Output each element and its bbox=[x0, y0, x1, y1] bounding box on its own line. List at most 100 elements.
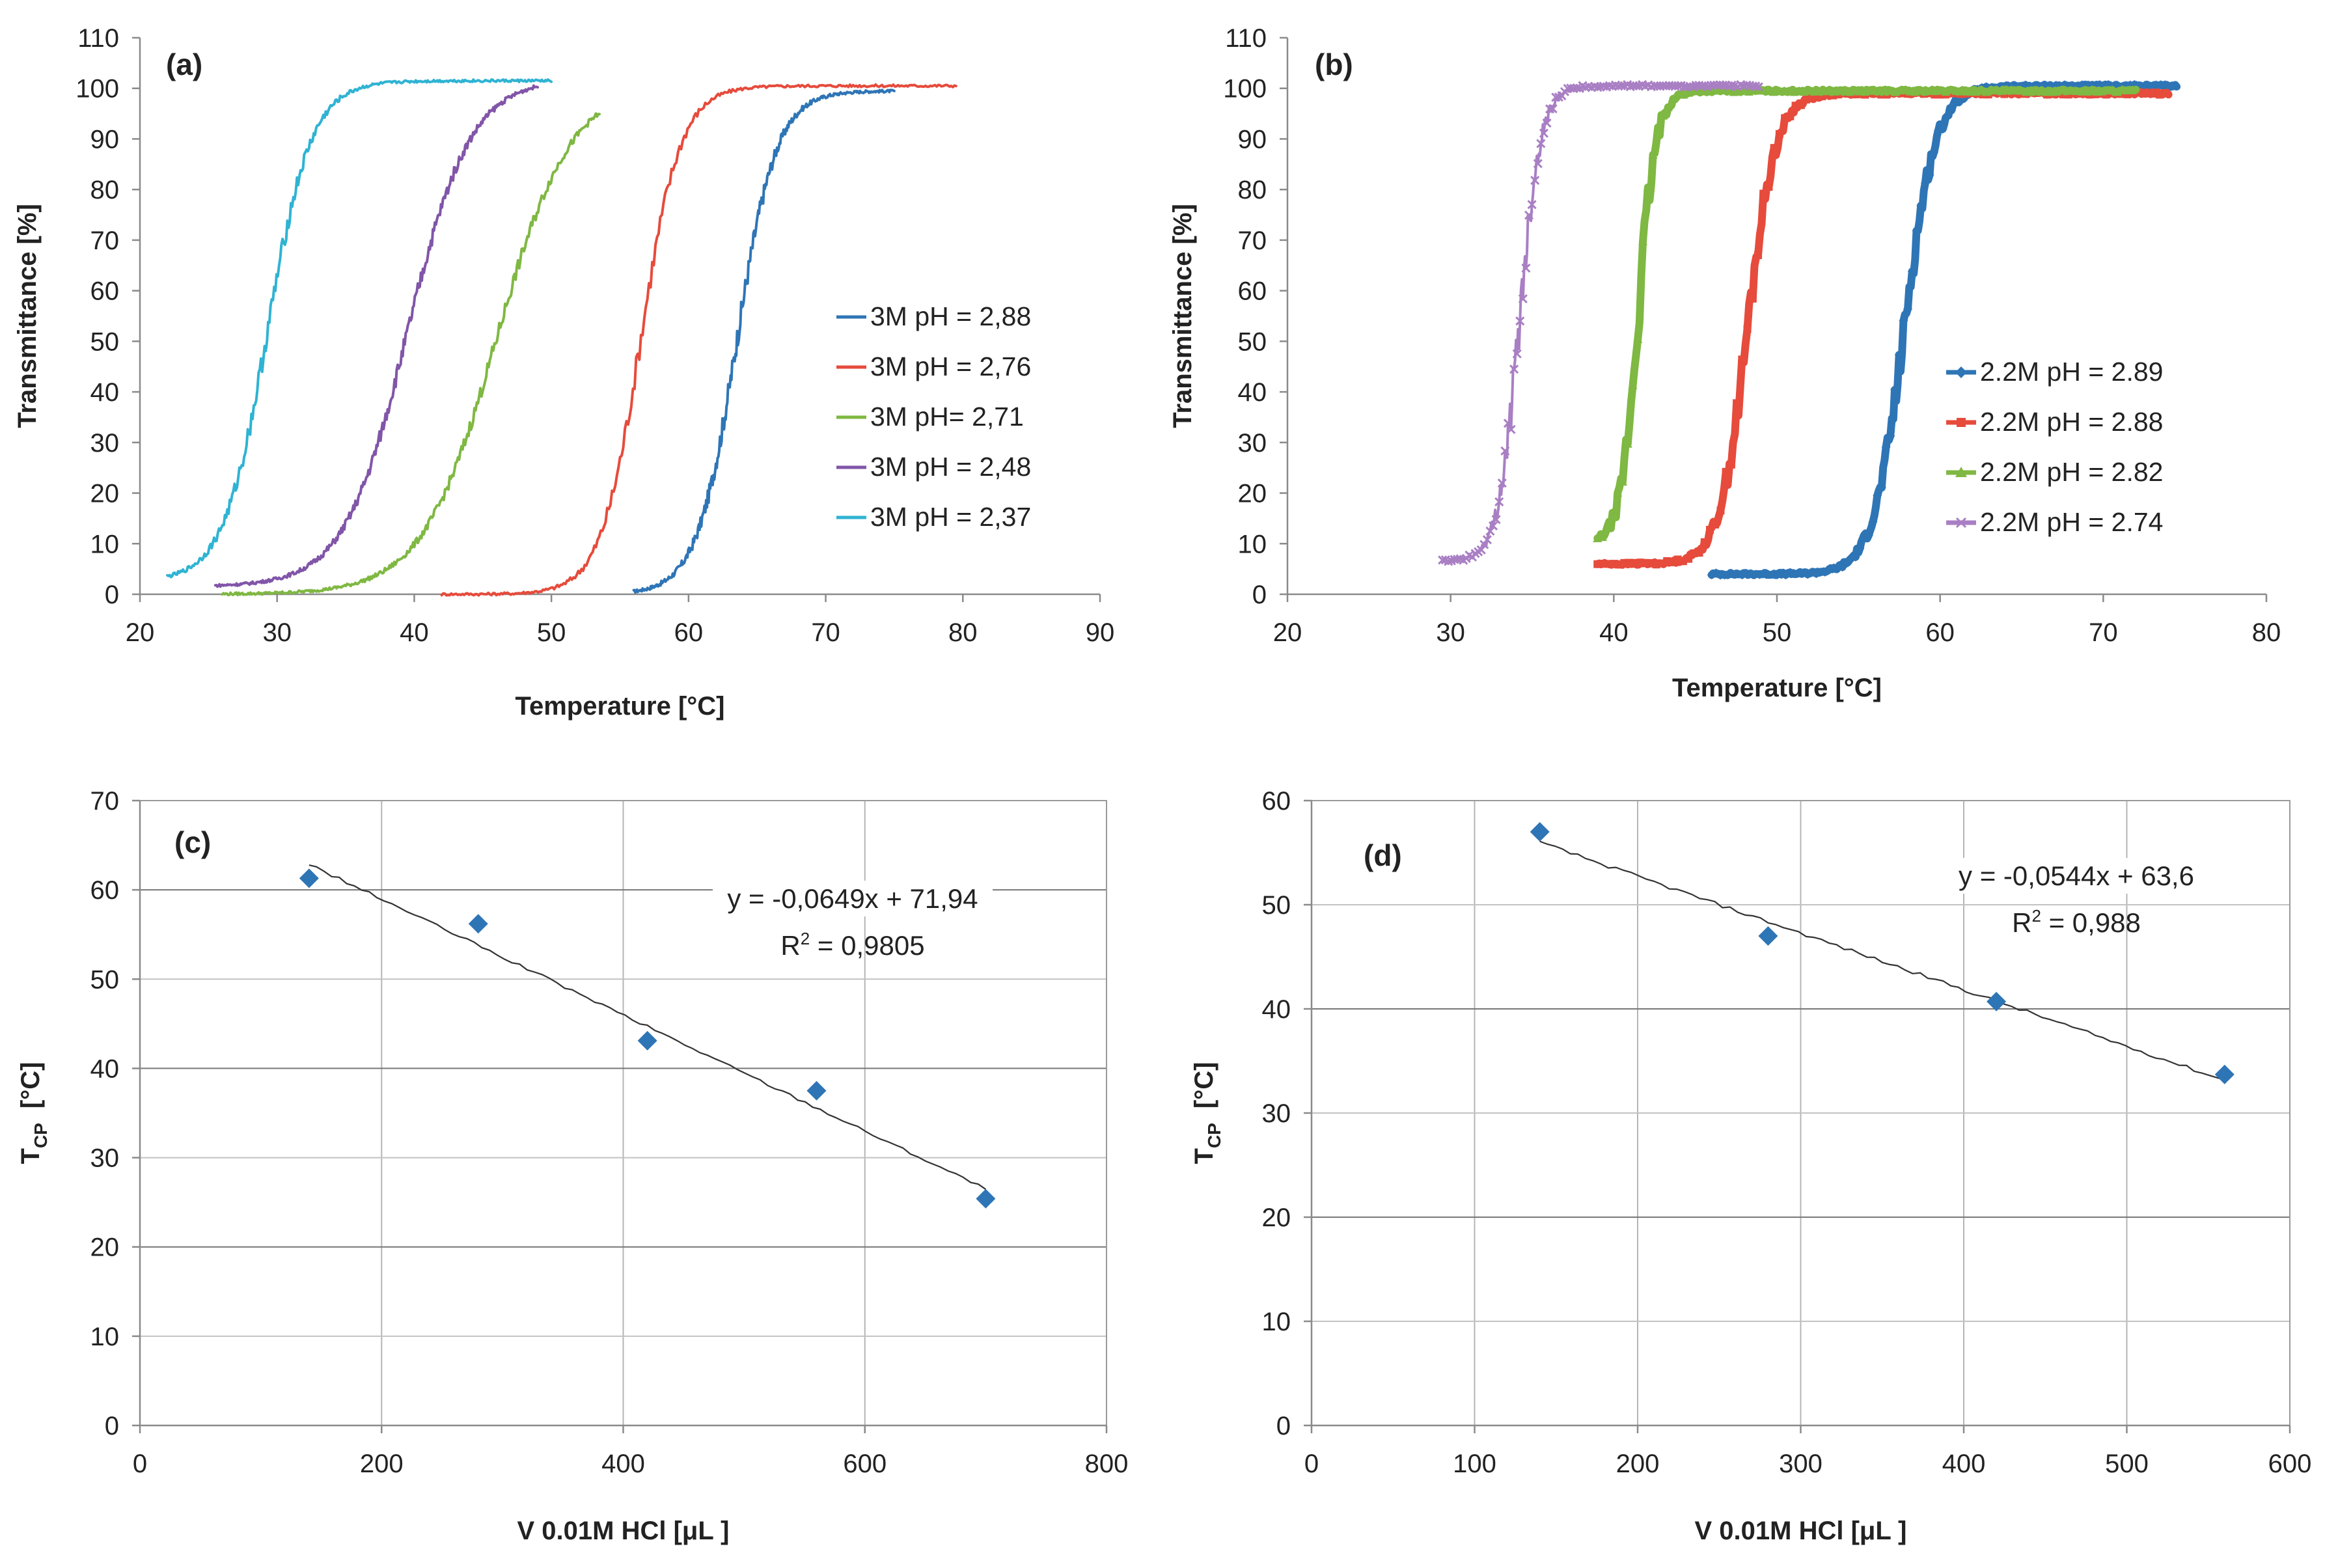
series-line-4 bbox=[166, 78, 553, 579]
series-marker-0 bbox=[1925, 170, 1934, 180]
y-tick-label: 90 bbox=[1238, 125, 1267, 154]
x-tick-label: 400 bbox=[601, 1450, 645, 1478]
r-squared-symbol: R bbox=[780, 930, 800, 961]
legend-marker-2 bbox=[1955, 467, 1967, 477]
data-point-3 bbox=[806, 1080, 827, 1101]
trendline bbox=[1539, 840, 2225, 1081]
y-tick-label: 40 bbox=[90, 378, 120, 407]
y-tick-label: 20 bbox=[90, 1233, 120, 1262]
legend-label-3: 2.2M pH = 2.74 bbox=[1980, 507, 2163, 537]
x-tick-label: 30 bbox=[1436, 618, 1465, 647]
y-tick-label: 60 bbox=[90, 277, 120, 306]
y-tick-label: 60 bbox=[90, 876, 120, 905]
series-marker-1 bbox=[1786, 112, 1795, 120]
x-tick-label: 200 bbox=[360, 1450, 404, 1478]
y-axis-title-subscript: CP bbox=[1204, 1123, 1224, 1148]
series-marker-2 bbox=[2037, 85, 2046, 94]
data-point-1 bbox=[1758, 926, 1778, 946]
y-tick-label: 20 bbox=[1238, 480, 1267, 508]
x-tick-label: 50 bbox=[1763, 618, 1792, 647]
x-axis-title: Temperature [°C] bbox=[1672, 674, 1882, 702]
series-marker-2 bbox=[1643, 182, 1653, 191]
chart-panel-1: 20 30 40 50 60 70 80 0 10 20 30 40 50 60 70 80 90 100 110 (… bbox=[1168, 24, 2281, 702]
series-marker-3 bbox=[1545, 104, 1555, 114]
y-tick-label: 30 bbox=[1238, 429, 1267, 458]
series-marker-3 bbox=[1503, 419, 1513, 428]
y-tick-label: 110 bbox=[77, 24, 119, 53]
series-marker-3 bbox=[1518, 294, 1528, 304]
y-tick-label: 90 bbox=[90, 125, 120, 154]
series-marker-1 bbox=[1733, 399, 1741, 407]
r-squared-symbol: R bbox=[2012, 907, 2031, 938]
r-squared-label: R2 = 0,9805 bbox=[780, 929, 924, 961]
equation-backdrop bbox=[1936, 858, 2216, 894]
series-marker-2 bbox=[1602, 521, 1612, 530]
series-marker-1 bbox=[1775, 130, 1783, 138]
series-marker-0 bbox=[1920, 178, 1930, 188]
legend-marker-1 bbox=[1957, 418, 1966, 427]
series-marker-2 bbox=[1608, 508, 1617, 517]
series-marker-1 bbox=[1716, 506, 1725, 515]
series-marker-2 bbox=[1598, 532, 1608, 542]
series-marker-3 bbox=[1533, 159, 1543, 169]
series-marker-3 bbox=[1500, 446, 1510, 456]
series-marker-2 bbox=[1668, 94, 1678, 103]
series-marker-0 bbox=[1899, 316, 1908, 325]
series-marker-2 bbox=[1976, 85, 1986, 94]
y-tick-label: 80 bbox=[90, 176, 120, 204]
series-marker-3 bbox=[1479, 540, 1489, 549]
series-marker-0 bbox=[1873, 491, 1882, 501]
series-marker-1 bbox=[1765, 183, 1773, 191]
trendline-equation: y = -0,0649x + 71,94 bbox=[727, 883, 978, 914]
x-tick-label: 500 bbox=[2105, 1450, 2149, 1478]
series-marker-2 bbox=[1724, 86, 1733, 95]
y-tick-label: 40 bbox=[1262, 995, 1291, 1024]
legend-label-2: 3M pH= 2,71 bbox=[870, 402, 1024, 432]
series-marker-0 bbox=[2151, 80, 2161, 90]
series-marker-2 bbox=[1739, 85, 1749, 94]
r-squared-exponent: 2 bbox=[801, 929, 810, 948]
series-marker-2 bbox=[1623, 439, 1632, 448]
series-marker-0 bbox=[1886, 431, 1895, 441]
y-tick-label: 50 bbox=[1238, 327, 1267, 356]
y-axis-title-main: T bbox=[16, 1148, 45, 1164]
x-axis-title: Temperature [°C] bbox=[516, 692, 725, 721]
series-line-0 bbox=[1707, 80, 2181, 579]
series-marker-0 bbox=[1855, 543, 1865, 553]
series-marker-2 bbox=[1901, 85, 1910, 94]
series-marker-3 bbox=[1506, 424, 1516, 434]
r-squared-value: = 0,9805 bbox=[810, 930, 924, 961]
y-tick-label: 40 bbox=[90, 1054, 120, 1083]
y-axis-title-unit: [°C] bbox=[16, 1062, 45, 1109]
y-tick-label: 100 bbox=[1223, 75, 1267, 103]
series-marker-2 bbox=[1840, 85, 1850, 94]
series-marker-3 bbox=[1521, 263, 1531, 273]
y-tick-label: 60 bbox=[1238, 277, 1267, 306]
series-marker-2 bbox=[1628, 380, 1638, 389]
series-line-0 bbox=[632, 89, 896, 594]
y-tick-label: 70 bbox=[1238, 227, 1267, 255]
x-tick-label: 70 bbox=[2089, 618, 2118, 647]
y-tick-label: 0 bbox=[105, 1412, 119, 1440]
series-marker-1 bbox=[1770, 144, 1778, 152]
series-marker-1 bbox=[1754, 251, 1763, 260]
series-marker-0 bbox=[1912, 226, 1921, 236]
series-marker-0 bbox=[1929, 147, 1939, 157]
series-marker-1 bbox=[1711, 520, 1720, 529]
series-marker-0 bbox=[1916, 200, 1926, 210]
y-tick-label: 10 bbox=[1262, 1308, 1291, 1336]
series-marker-3 bbox=[1494, 497, 1504, 507]
series-marker-3 bbox=[1539, 128, 1549, 138]
series-marker-0 bbox=[1864, 530, 1873, 540]
chart-panel-0: 20 30 40 50 60 70 80 90 0 10 20 30 40 50 60 70 80 90 100 11… bbox=[13, 24, 1114, 721]
series-marker-3 bbox=[1515, 316, 1525, 326]
series-marker-3 bbox=[1548, 104, 1558, 114]
x-tick-label: 200 bbox=[1616, 1450, 1660, 1478]
series-marker-1 bbox=[1743, 325, 1752, 333]
y-tick-label: 30 bbox=[1262, 1099, 1291, 1128]
series-marker-1 bbox=[2161, 89, 2169, 97]
data-point-2 bbox=[1987, 991, 2007, 1011]
x-tick-label: 60 bbox=[1925, 618, 1955, 647]
series-marker-3 bbox=[1444, 557, 1453, 566]
